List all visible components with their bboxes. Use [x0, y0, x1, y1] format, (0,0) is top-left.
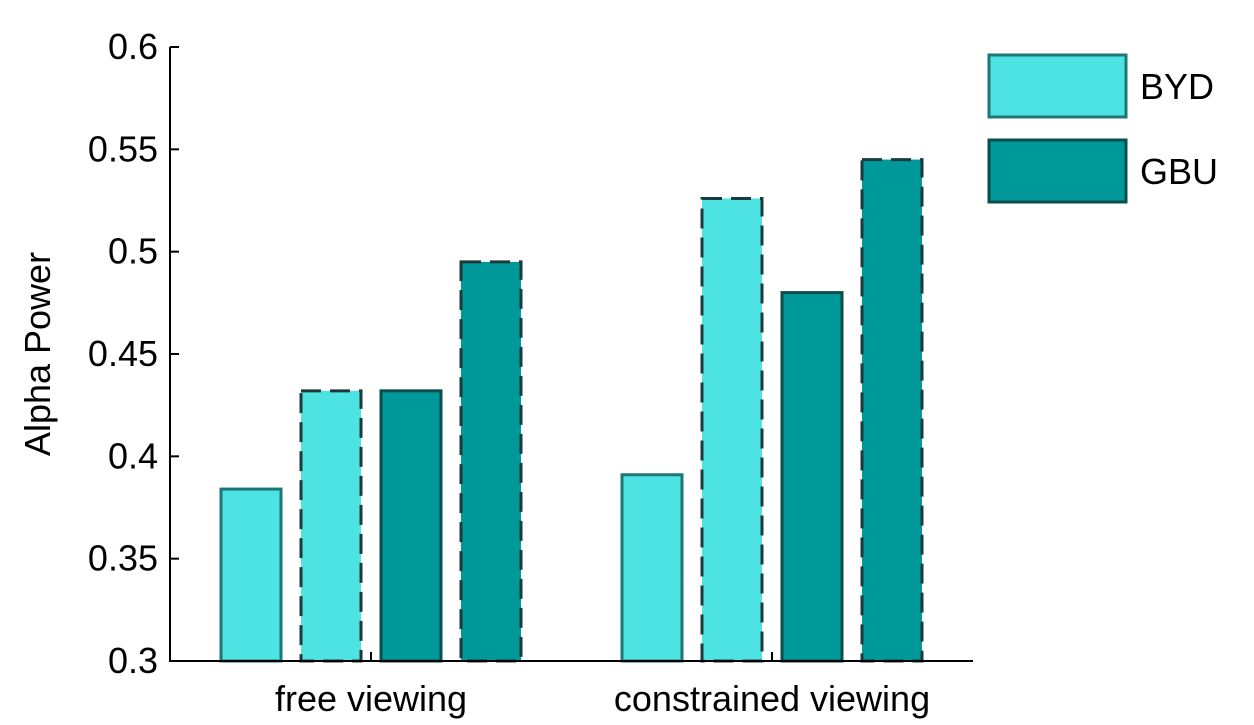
x-tick-label: constrained viewing	[614, 678, 930, 719]
legend: BYD GBU	[987, 53, 1218, 204]
y-tick-label: 0.3	[108, 640, 158, 681]
axes-layer	[169, 47, 973, 662]
legend-swatch-gbu	[987, 138, 1128, 204]
bars-layer	[219, 158, 924, 663]
bar-free-viewing-2	[299, 389, 363, 663]
bar-constrained-viewing-2	[700, 196, 764, 663]
legend-label-gbu: GBU	[1140, 151, 1218, 192]
y-tick-label: 0.35	[88, 538, 158, 579]
bar-free-viewing-1	[219, 487, 283, 663]
bar-constrained-viewing-1	[620, 473, 684, 663]
bar-free-viewing-4	[459, 260, 523, 663]
x-ticks: free viewing constrained viewing	[275, 652, 930, 719]
y-tick-label: 0.5	[108, 231, 158, 272]
y-ticks: 0.3 0.35 0.4 0.45 0.5 0.55 0.6	[88, 26, 179, 681]
bar-constrained-viewing-3	[780, 291, 844, 663]
y-tick-label: 0.55	[88, 128, 158, 169]
legend-label-byd: BYD	[1140, 66, 1214, 107]
bar-constrained-viewing-4	[860, 158, 924, 663]
bar-free-viewing-3	[379, 389, 443, 663]
y-tick-label: 0.4	[108, 435, 158, 476]
y-axis-label: Alpha Power	[17, 252, 58, 456]
y-tick-label: 0.6	[108, 26, 158, 67]
legend-swatch-byd	[987, 53, 1128, 119]
x-tick-label: free viewing	[275, 678, 467, 719]
y-tick-label: 0.45	[88, 333, 158, 374]
